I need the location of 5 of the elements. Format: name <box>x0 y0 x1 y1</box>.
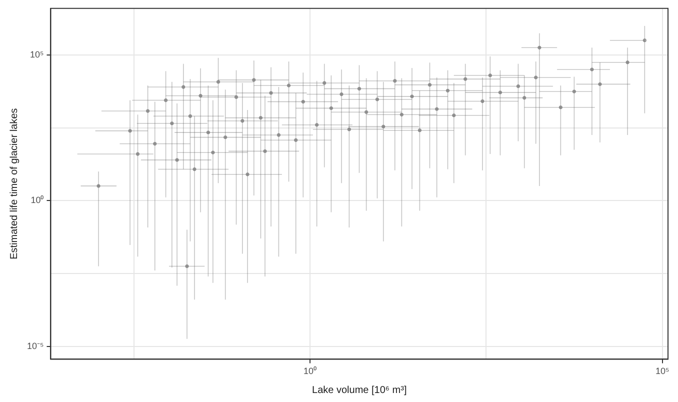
x-axis-title: Lake volume [10⁶ m³] <box>312 384 407 396</box>
y-tick-label: 10⁰ <box>30 195 44 206</box>
y-tick-label: 10⁻⁵ <box>26 340 44 351</box>
y-tick-label: 10⁵ <box>30 50 44 60</box>
y-axis-title: Estimated life time of glacier lakes <box>8 108 20 260</box>
